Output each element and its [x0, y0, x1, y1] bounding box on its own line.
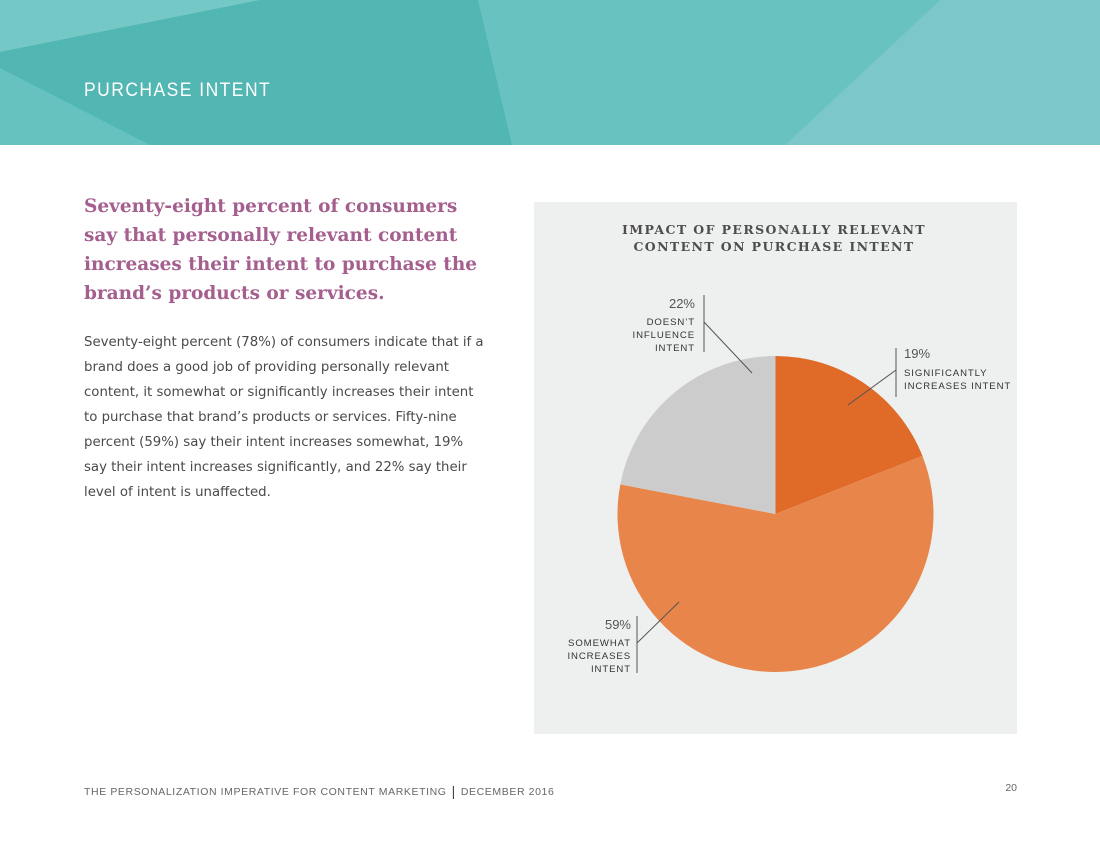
chart-panel: IMPACT OF PERSONALLY RELEVANT CONTENT ON…: [534, 202, 1017, 734]
banner-facet: [0, 0, 512, 145]
leader-line: [703, 321, 753, 374]
slice-category-label: SIGNIFICANTLY: [904, 368, 987, 379]
slice-percent-label: 22%: [669, 296, 695, 311]
pie-slice: [617, 455, 934, 673]
footer-publication: THE PERSONALIZATION IMPERATIVE FOR CONTE…: [84, 786, 447, 798]
body-paragraph: Seventy-eight percent (78%) of consumers…: [84, 335, 484, 500]
header-banner: [0, 0, 1100, 145]
slice-category-label: INFLUENCE: [633, 330, 695, 341]
slice-category-label: INTENT: [591, 664, 631, 675]
chart-title-line: CONTENT ON PURCHASE INTENT: [633, 239, 914, 254]
page-number: 20: [1005, 782, 1017, 794]
pie-slice: [620, 356, 776, 514]
pie-chart: IMPACT OF PERSONALLY RELEVANT CONTENT ON…: [567, 222, 1011, 675]
slice-category-label: INCREASES: [567, 651, 631, 662]
footer: THE PERSONALIZATION IMPERATIVE FOR CONTE…: [84, 782, 555, 799]
footer-separator: |: [451, 783, 456, 799]
slice-category-label: INCREASES INTENT: [904, 381, 1011, 392]
slice-category-label: DOESN’T: [647, 317, 695, 328]
banner-facet: [785, 0, 1100, 145]
slice-category-label: INTENT: [655, 343, 695, 354]
banner-facet: [0, 68, 150, 145]
slice-percent-label: 19%: [904, 346, 930, 361]
leader-line: [636, 601, 680, 644]
slice-category-label: SOMEWHAT: [568, 638, 631, 649]
section-title: PURCHASE INTENT: [84, 80, 272, 101]
pie-slice: [775, 356, 923, 514]
leader-line: [847, 369, 897, 406]
footer-date: DECEMBER 2016: [460, 786, 555, 798]
banner-facet: [478, 0, 940, 145]
slice-percent-label: 59%: [605, 617, 631, 632]
chart-title-line: IMPACT OF PERSONALLY RELEVANT: [622, 222, 926, 237]
headline: Seventy-eight percent of consumers say t…: [84, 196, 478, 304]
